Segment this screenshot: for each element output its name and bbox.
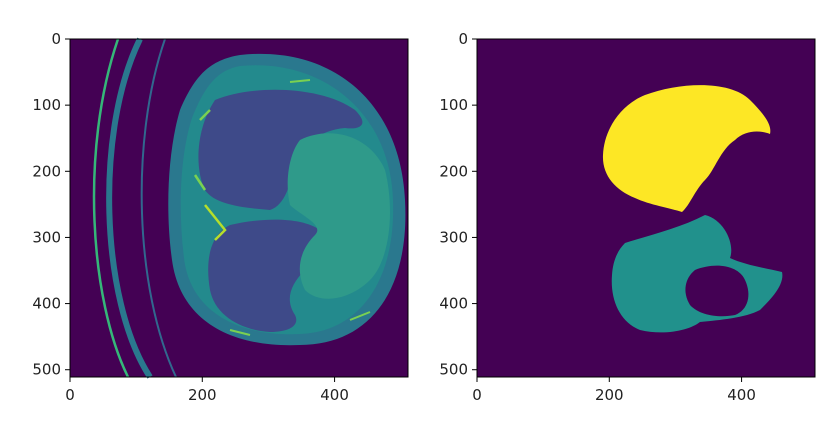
ct-table-arc-outer	[106, 37, 153, 379]
ct-image	[70, 37, 408, 379]
ct-mediastinum	[287, 133, 390, 299]
y-tick-label: 300	[32, 228, 61, 246]
ct-table-arc-inner	[92, 38, 130, 378]
y-tick-label: 400	[439, 295, 468, 313]
ct-lung-upper	[198, 89, 363, 210]
x-tick-label: 0	[65, 386, 75, 404]
mask-image	[477, 39, 815, 377]
y-tick-label: 0	[458, 30, 468, 48]
ct-bone-5	[229, 329, 251, 336]
ct-bone-3	[204, 204, 227, 241]
mask-axis-ticks: 0 200 400 0 100 200 300 400 500	[439, 30, 756, 404]
mask-axes-frame	[476, 38, 816, 378]
mask-label-yellow	[602, 85, 771, 212]
y-tick-label: 300	[439, 228, 468, 246]
y-tick-label: 200	[439, 162, 468, 180]
y-tick-label: 100	[32, 96, 61, 114]
mask-label-hole	[685, 265, 749, 317]
ct-bone-1	[199, 109, 211, 121]
y-tick-label: 500	[32, 361, 61, 379]
ct-bone-4	[289, 79, 311, 83]
y-tick-label: 400	[32, 295, 61, 313]
y-tick-label: 0	[51, 30, 61, 48]
y-tick-label: 200	[32, 162, 61, 180]
x-tick-label: 200	[188, 386, 217, 404]
y-tick-label: 100	[439, 96, 468, 114]
x-tick-label: 400	[727, 386, 756, 404]
x-tick-label: 0	[472, 386, 482, 404]
x-tick-label: 200	[595, 386, 624, 404]
mask-panel: 0 200 400 0 100 200 300 400 500	[439, 30, 816, 404]
y-tick-label: 500	[439, 361, 468, 379]
ct-lung-lower	[208, 219, 327, 332]
ct-table-arc-thin	[140, 38, 177, 378]
x-tick-label: 400	[320, 386, 349, 404]
ct-bone-2	[193, 174, 207, 191]
ct-axes-frame	[69, 38, 409, 378]
ct-bone-6	[349, 311, 371, 321]
ct-axis-ticks: 0 200 400 0 100 200 300 400 500	[32, 30, 349, 404]
ct-panel: 0 200 400 0 100 200 300 400 500	[32, 30, 409, 404]
